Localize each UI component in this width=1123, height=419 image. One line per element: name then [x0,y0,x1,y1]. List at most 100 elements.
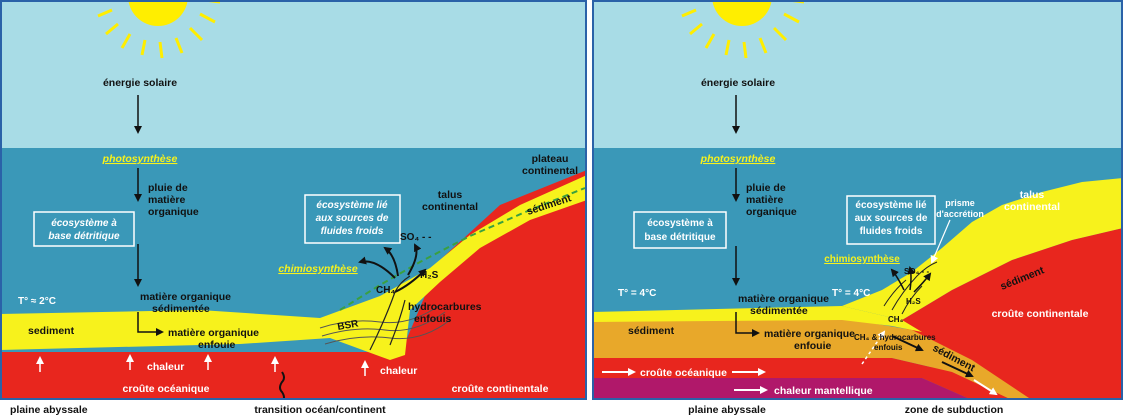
label-chemosynthesis: chimiosynthèse [824,254,900,265]
label-plateau-2: continental [522,165,578,177]
label-slope-2: continental [1004,201,1060,213]
mantle [592,378,972,400]
passive-margin-svg: énergie solaire photosynthèse pluie de m… [0,0,587,419]
label-hydrocarbons-2: enfouis [414,313,451,325]
bsr-line-1 [319,304,441,329]
label-rain-3: organique [148,206,199,218]
arrow-burial [735,312,760,337]
label-temperature-2: T° = 4°C [832,288,870,299]
label-solar-energy: énergie solaire [103,77,177,89]
seep-arrow-left [358,256,396,279]
detrital-ecosystem-box [633,211,727,249]
label-heat: chaleur [147,361,184,373]
seep-arrow-2 [907,266,916,291]
label-mantle-heat: chaleur mantellique [774,385,873,397]
diagram-passive-margin: énergie solaire photosynthèse pluie de m… [0,0,587,419]
continental-crust [400,170,587,400]
prism-fault-1 [891,261,938,311]
label-cold-seep-2: aux sources de [855,213,928,224]
cold-seep-ecosystem-box [304,194,401,244]
panel-frame [592,0,1123,400]
buried-sediment [592,318,1032,400]
label-plateau-1: plateau [532,153,569,165]
label-temperature: T° ≈ 2°C [18,296,56,307]
crust-sub-arrow [973,379,998,396]
diagram-subduction-margin: énergie solaire photosynthèse pluie de m… [592,0,1123,419]
label-cold-seep-2: aux sources de [316,213,389,224]
subduction-margin-svg: énergie solaire photosynthèse pluie de m… [592,0,1123,419]
oceanic-crust [592,358,1012,400]
oceanic-crust [0,352,587,400]
label-ch4: CH₄ [888,315,904,324]
label-prism-2: d'accrétion [936,209,984,219]
label-temperature-1: T° = 4°C [618,288,656,299]
bottom-strip [0,400,587,419]
sky [0,0,587,150]
label-heat-2: chaleur [380,365,417,377]
label-chemosynthesis: chimiosynthèse [278,263,358,275]
label-organic-matter-2: sédimentée [750,305,808,317]
fault-line-2 [389,299,406,346]
label-buried-matter-1: matière organique [764,328,855,340]
seep-arrow-h2s [394,268,427,293]
label-prism-1: prisme [945,198,975,208]
label-rain-1: pluie de [746,182,786,194]
label-sediment: sédiment [628,325,675,337]
label-ch4: CH₄ [376,285,395,296]
bottom-strip [592,400,1123,419]
sediment-sub-arrow-1 [891,335,924,352]
label-slope-1: talus [1020,189,1045,201]
label-abyssal-plain: plaine abyssale [10,404,88,416]
label-detrital-2: base détritique [644,232,716,243]
label-bsr: BSR [337,318,360,333]
label-continental-crust: croûte continentale [452,383,549,395]
label-rain-2: matière [148,194,186,206]
label-rain-1: pluie de [148,182,188,194]
label-rain-3: organique [746,206,797,218]
panel-frame [0,0,587,400]
label-oceanic-crust: croûte océanique [123,383,210,395]
label-detrital-1: écosystème à [647,218,713,229]
cold-seep-ecosystem-box [846,195,936,245]
label-cold-seep-3: fluides froids [321,226,384,237]
label-photosynthesis: photosynthèse [102,153,178,165]
label-slope-1: talus [438,189,463,201]
label-organic-matter-1: matière organique [738,293,829,305]
prism-pointer [930,219,951,264]
detrital-ecosystem-box [33,211,135,247]
label-buried-matter-2: enfouie [794,340,831,352]
seep-arrow-up [383,246,399,277]
label-solar-energy: énergie solaire [701,77,775,89]
label-rain-2: matière [746,194,784,206]
label-subduction-zone: zone de subduction [905,404,1004,416]
label-organic-matter-1: matière organique [140,291,231,303]
label-organic-matter-2: sédimentée [152,303,210,315]
label-so4: SO₄ - - [400,232,431,243]
label-ch4-hydro-2: enfouis [874,343,903,352]
arrow-burial [137,312,164,336]
sediment-sub-arrow-2 [941,361,974,378]
label-continental-crust: croûte continentale [992,308,1089,320]
mantle-heat-dotted-arrow [861,330,886,365]
label-cold-seep-1: écosystème lié [316,200,388,211]
label-detrital-1: écosystème à [51,218,117,229]
sky [592,0,1123,150]
label-ch4-hydro-1: CH₄ & hydrocarbures [854,333,936,342]
label-sediment: sediment [28,325,75,337]
label-hydrocarbons-1: hydrocarbures [408,301,482,313]
seep-arrow-3 [913,272,932,293]
label-transition: transition océan/continent [254,404,386,416]
label-slope-2: continental [422,201,478,213]
accretionary-prism [842,178,1123,320]
sediment-top [592,306,922,332]
label-h2s: H₂S [420,270,439,281]
bsr-line-3 [324,319,451,345]
sediment-layer [0,175,587,360]
label-photosynthesis: photosynthèse [700,153,776,165]
prism-fault-2 [901,285,923,315]
label-h2s: H₂S [906,297,921,306]
label-abyssal-plain: plaine abyssale [688,404,766,416]
label-buried-matter-1: matière organique [168,327,259,339]
label-cold-seep-3: fluides froids [860,226,923,237]
label-detrital-2: base détritique [48,231,120,242]
